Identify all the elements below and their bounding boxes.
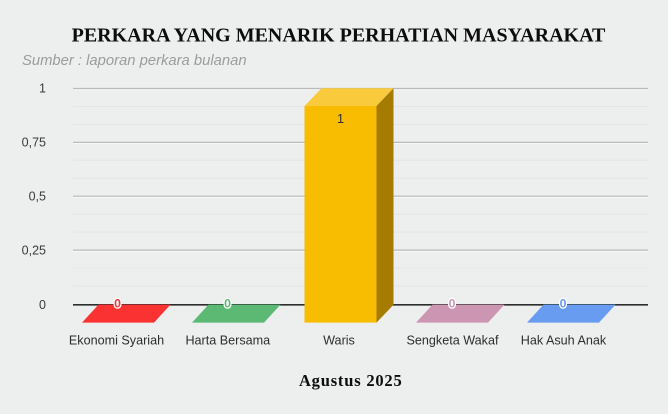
svg-text:Ekonomi Syariah: Ekonomi Syariah [69, 334, 164, 348]
svg-text:Waris: Waris [323, 334, 355, 348]
svg-text:Harta Bersama: Harta Bersama [185, 334, 270, 348]
svg-text:PERKARA YANG MENARIK PERHATIAN: PERKARA YANG MENARIK PERHATIAN MASYARAKA… [72, 25, 606, 47]
svg-text:0,5: 0,5 [29, 189, 46, 203]
svg-text:0,75: 0,75 [22, 136, 46, 150]
svg-text:Agustus 2025: Agustus 2025 [299, 371, 403, 390]
svg-text:Hak Asuh Anak: Hak Asuh Anak [521, 334, 607, 348]
svg-text:0: 0 [39, 298, 46, 312]
svg-text:0: 0 [114, 297, 121, 311]
svg-text:1: 1 [337, 111, 344, 126]
svg-text:0,25: 0,25 [22, 243, 46, 257]
svg-text:Sengketa Wakaf: Sengketa Wakaf [407, 334, 499, 348]
svg-text:0: 0 [224, 297, 231, 311]
svg-text:0: 0 [560, 297, 567, 311]
svg-text:Sumber : laporan perkara bulan: Sumber : laporan perkara bulanan [22, 53, 247, 69]
svg-text:0: 0 [449, 297, 456, 311]
svg-text:1: 1 [39, 82, 46, 96]
